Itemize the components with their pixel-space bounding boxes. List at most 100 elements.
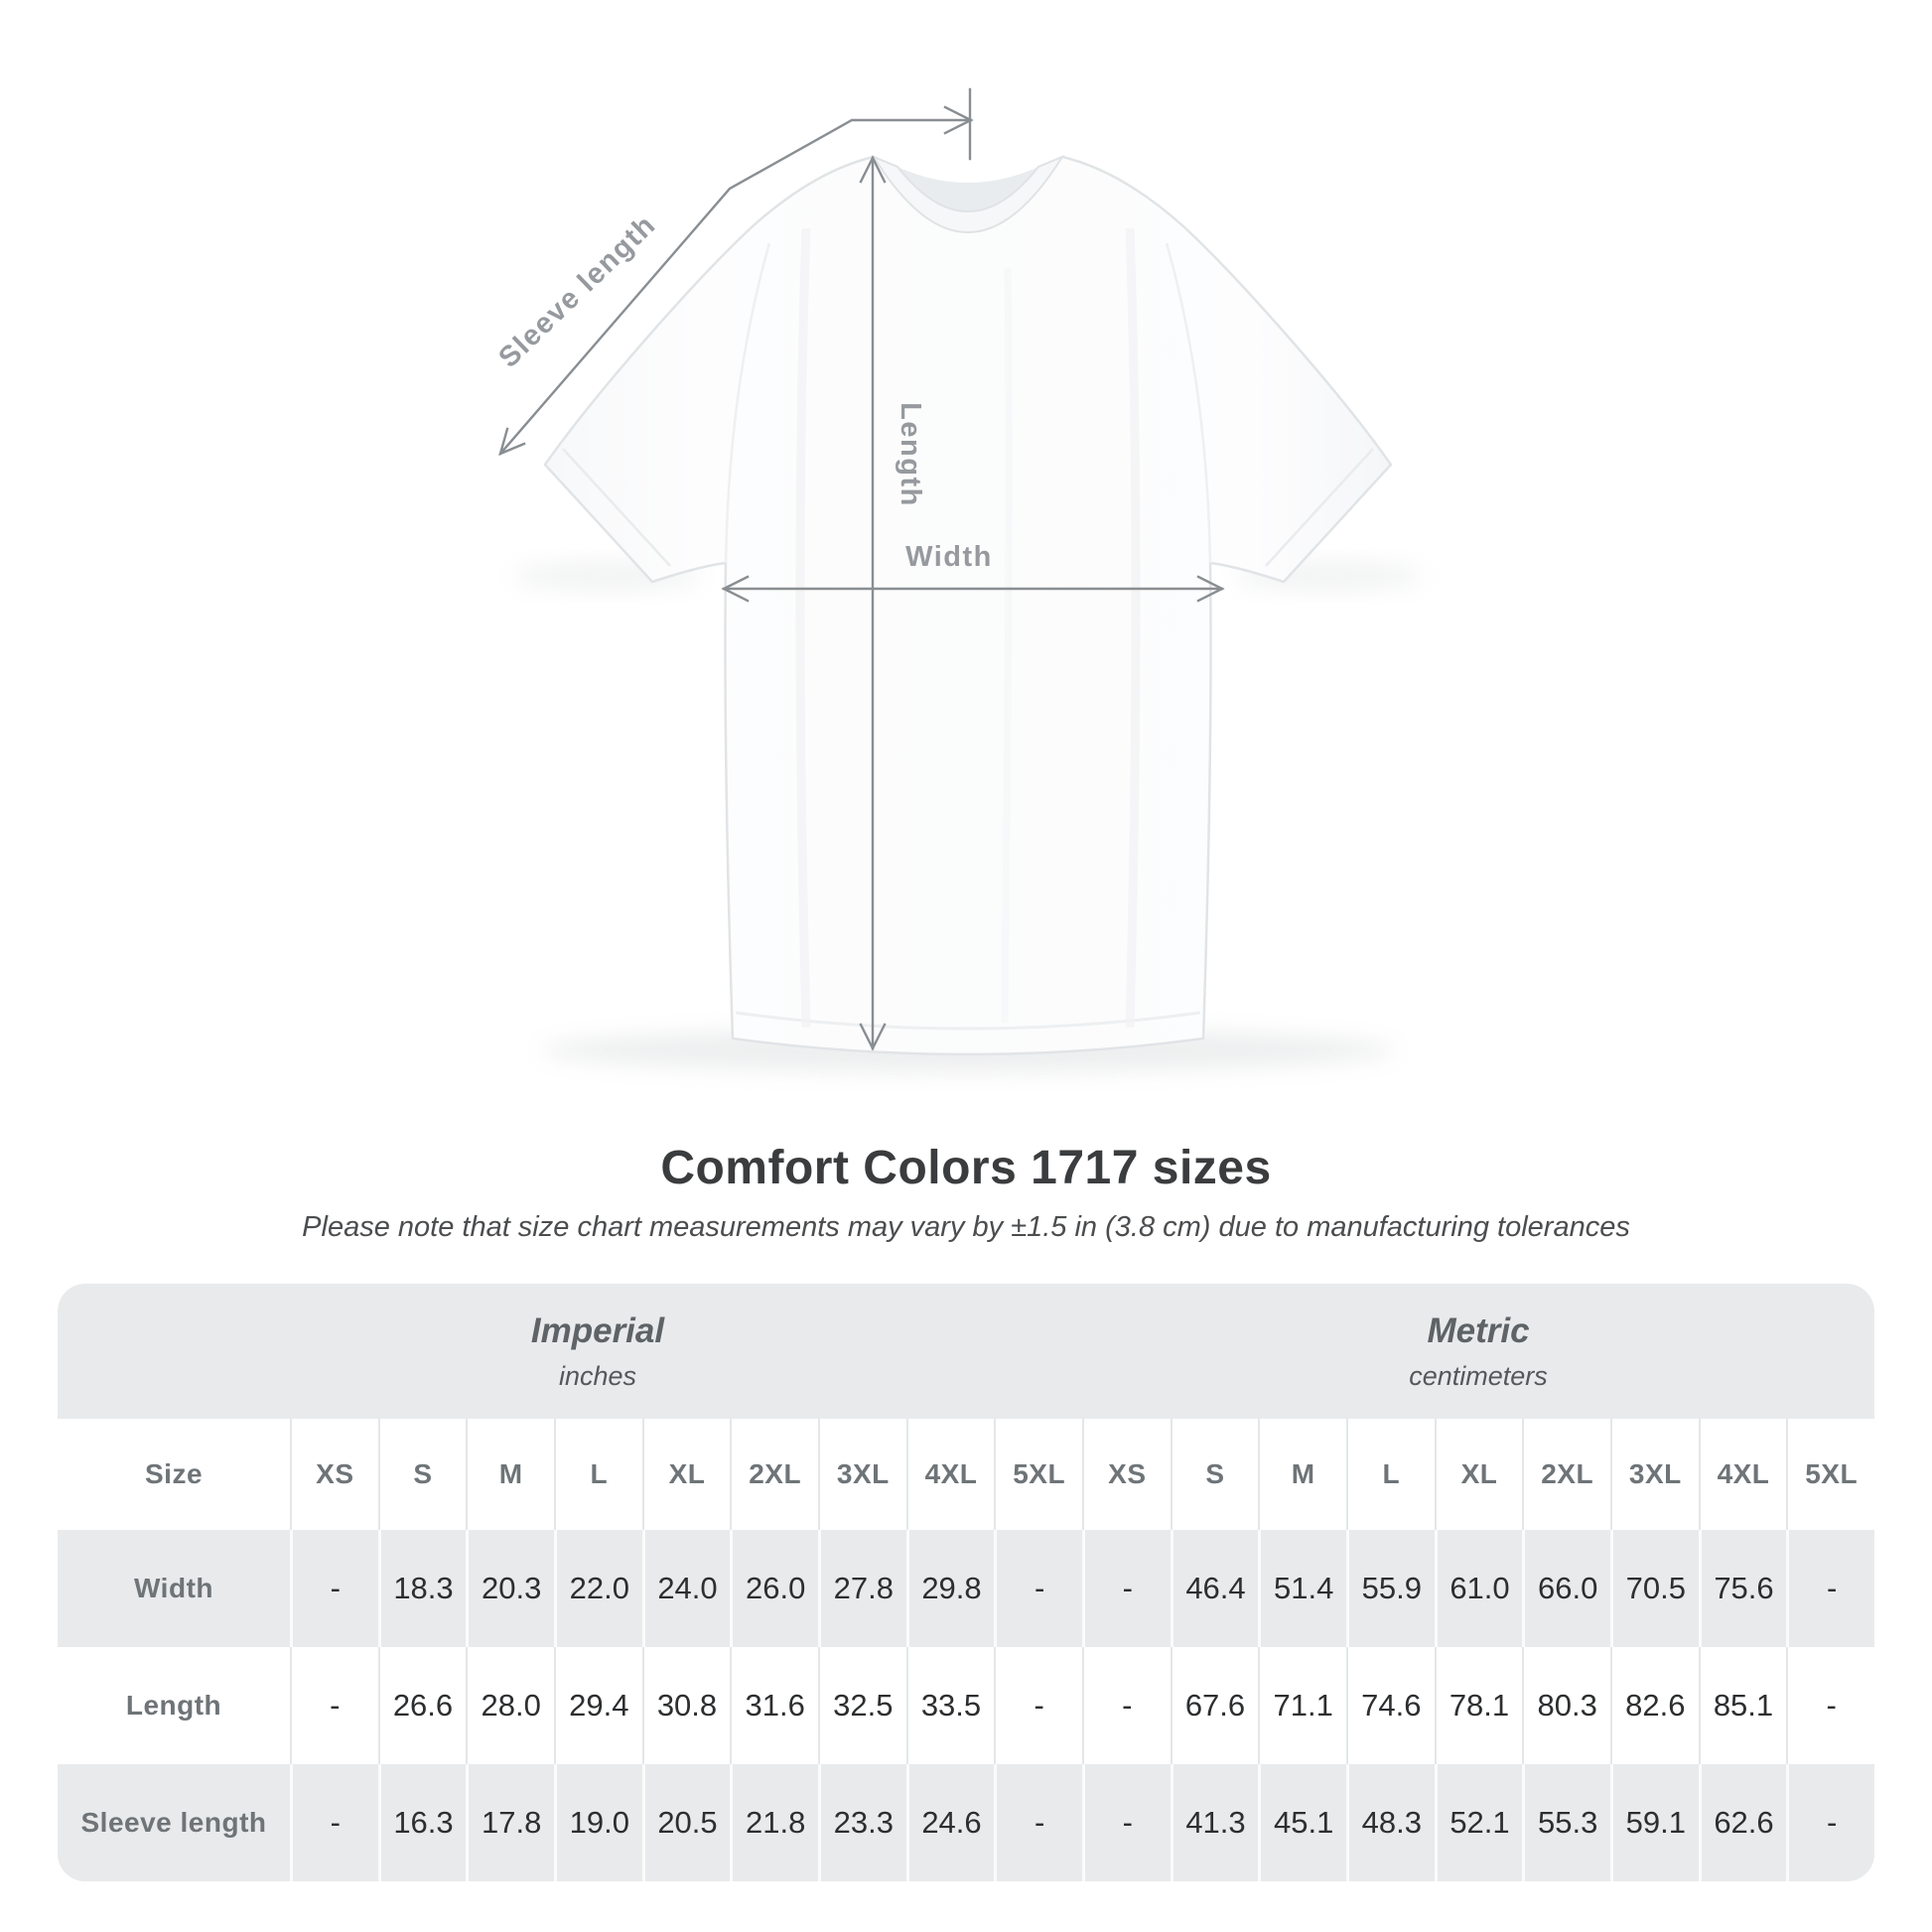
value-cell: - — [1786, 1530, 1874, 1647]
value-cell: 78.1 — [1434, 1647, 1523, 1764]
value-cell: 80.3 — [1522, 1647, 1610, 1764]
value-cell: 48.3 — [1345, 1764, 1435, 1881]
size-header-row: Size XS S M L XL 2XL 3XL 4XL 5XL XS S M L XL 2XL 3XL 4XL 5… — [58, 1419, 1874, 1530]
tolerance-note: Please note that size chart measurements… — [302, 1211, 1630, 1243]
value-cell: 46.4 — [1170, 1530, 1259, 1647]
value-cell: 70.5 — [1609, 1530, 1699, 1647]
value-cell: 74.6 — [1345, 1647, 1435, 1764]
col-header-imperial-m: M — [466, 1419, 554, 1530]
arrowhead-left-icon — [721, 575, 750, 603]
value-cell: - — [994, 1647, 1082, 1764]
col-header-metric-l: L — [1345, 1419, 1435, 1530]
tshirt-illustration — [543, 154, 1393, 1056]
value-cell: 20.3 — [466, 1530, 554, 1647]
value-cell: - — [1081, 1647, 1171, 1764]
value-cell: 20.5 — [641, 1764, 731, 1881]
col-header-imperial-xs: XS — [290, 1419, 378, 1530]
col-header-metric-3xl: 3XL — [1609, 1419, 1699, 1530]
unit-group-imperial: Imperial inches — [58, 1284, 1082, 1419]
col-header-imperial-3xl: 3XL — [817, 1419, 906, 1530]
col-header-metric-2xl: 2XL — [1522, 1419, 1610, 1530]
value-cell: - — [994, 1530, 1082, 1647]
value-cell: 55.9 — [1345, 1530, 1435, 1647]
table-row: Sleeve length -16.3 17.8 19.0 20.5 21.8 23.3 24… — [58, 1764, 1874, 1881]
width-measure — [721, 575, 1225, 603]
unit-group-label: Imperial — [530, 1311, 665, 1350]
value-cell: 75.6 — [1698, 1530, 1787, 1647]
col-header-metric-m: M — [1258, 1419, 1346, 1530]
col-header-metric-4xl: 4XL — [1698, 1419, 1787, 1530]
value-cell: 26.0 — [730, 1530, 818, 1647]
value-cell: - — [1081, 1530, 1171, 1647]
arrowhead-up-icon — [859, 155, 887, 184]
col-header-metric-xl: XL — [1434, 1419, 1523, 1530]
row-label: Width — [134, 1573, 213, 1603]
value-cell: 27.8 — [817, 1530, 906, 1647]
value-cell: 21.8 — [730, 1764, 818, 1881]
col-header-metric-xs: XS — [1081, 1419, 1171, 1530]
value-cell: 67.6 — [1170, 1647, 1259, 1764]
page-title: Comfort Colors 1717 sizes — [660, 1142, 1272, 1194]
value-cell: 29.8 — [905, 1530, 995, 1647]
value-cell: 31.6 — [730, 1647, 818, 1764]
unit-group-unit: inches — [558, 1360, 637, 1391]
length-label: Length — [895, 402, 926, 507]
size-table: Imperial inches Metric centimeters Size XS S M L… — [58, 1284, 1874, 1881]
col-header-imperial-2xl: 2XL — [730, 1419, 818, 1530]
value-cell: 16.3 — [377, 1764, 467, 1881]
arrowhead-downleft-icon — [498, 427, 526, 457]
tshirt-collar-ribbing — [871, 154, 1065, 233]
value-cell: - — [290, 1764, 378, 1881]
tshirt-diagram: Sleeve length Length Width — [492, 87, 1423, 1072]
value-cell: - — [290, 1530, 378, 1647]
unit-group-unit: centimeters — [1409, 1360, 1548, 1391]
value-cell: 71.1 — [1258, 1647, 1346, 1764]
value-cell: 30.8 — [641, 1647, 731, 1764]
arrowhead-right-icon — [943, 105, 974, 135]
value-cell: - — [1786, 1647, 1874, 1764]
value-cell: 82.6 — [1609, 1647, 1699, 1764]
value-cell: 19.0 — [553, 1764, 642, 1881]
value-cell: 32.5 — [817, 1647, 906, 1764]
corner-header: Size — [144, 1458, 204, 1489]
col-header-imperial-s: S — [377, 1419, 467, 1530]
col-header-metric-5xl: 5XL — [1786, 1419, 1874, 1530]
value-cell: 55.3 — [1522, 1764, 1610, 1881]
value-cell: 22.0 — [553, 1530, 642, 1647]
tshirt-body — [543, 155, 1393, 1056]
value-cell: 66.0 — [1522, 1530, 1610, 1647]
value-cell: 28.0 — [466, 1647, 554, 1764]
value-cell: 41.3 — [1170, 1764, 1259, 1881]
unit-group-label: Metric — [1427, 1311, 1530, 1350]
table-row: Length -26.6 28.0 29.4 30.8 31.6 32.5 33.5- -67.… — [58, 1647, 1874, 1764]
width-label: Width — [905, 541, 993, 573]
col-header-imperial-4xl: 4XL — [905, 1419, 995, 1530]
length-measure — [859, 155, 887, 1051]
value-cell: 24.0 — [641, 1530, 731, 1647]
row-label: Sleeve length — [80, 1807, 267, 1838]
value-cell: 17.8 — [466, 1764, 554, 1881]
value-cell: 85.1 — [1698, 1647, 1787, 1764]
value-cell: - — [994, 1764, 1082, 1881]
value-cell: 26.6 — [377, 1647, 467, 1764]
value-cell: 23.3 — [817, 1764, 906, 1881]
value-cell: - — [1786, 1764, 1874, 1881]
sleeve-length-measure — [498, 87, 974, 457]
value-cell: 61.0 — [1434, 1530, 1523, 1647]
value-cell: - — [290, 1647, 378, 1764]
arrowhead-down-icon — [859, 1023, 887, 1051]
value-cell: 51.4 — [1258, 1530, 1346, 1647]
col-header-metric-s: S — [1170, 1419, 1259, 1530]
unit-group-metric: Metric centimeters — [1082, 1284, 1874, 1419]
value-cell: 59.1 — [1609, 1764, 1699, 1881]
col-header-imperial-5xl: 5XL — [994, 1419, 1082, 1530]
value-cell: 52.1 — [1434, 1764, 1523, 1881]
value-cell: 18.3 — [377, 1530, 467, 1647]
col-header-imperial-l: L — [553, 1419, 642, 1530]
value-cell: 62.6 — [1698, 1764, 1787, 1881]
value-cell: 24.6 — [905, 1764, 995, 1881]
col-header-imperial-xl: XL — [641, 1419, 731, 1530]
value-cell: 33.5 — [905, 1647, 995, 1764]
arrowhead-right2-icon — [1196, 575, 1225, 603]
table-row: Width -18.3 20.3 22.0 24.0 26.0 27.8 29.8- -46.4… — [58, 1530, 1874, 1647]
